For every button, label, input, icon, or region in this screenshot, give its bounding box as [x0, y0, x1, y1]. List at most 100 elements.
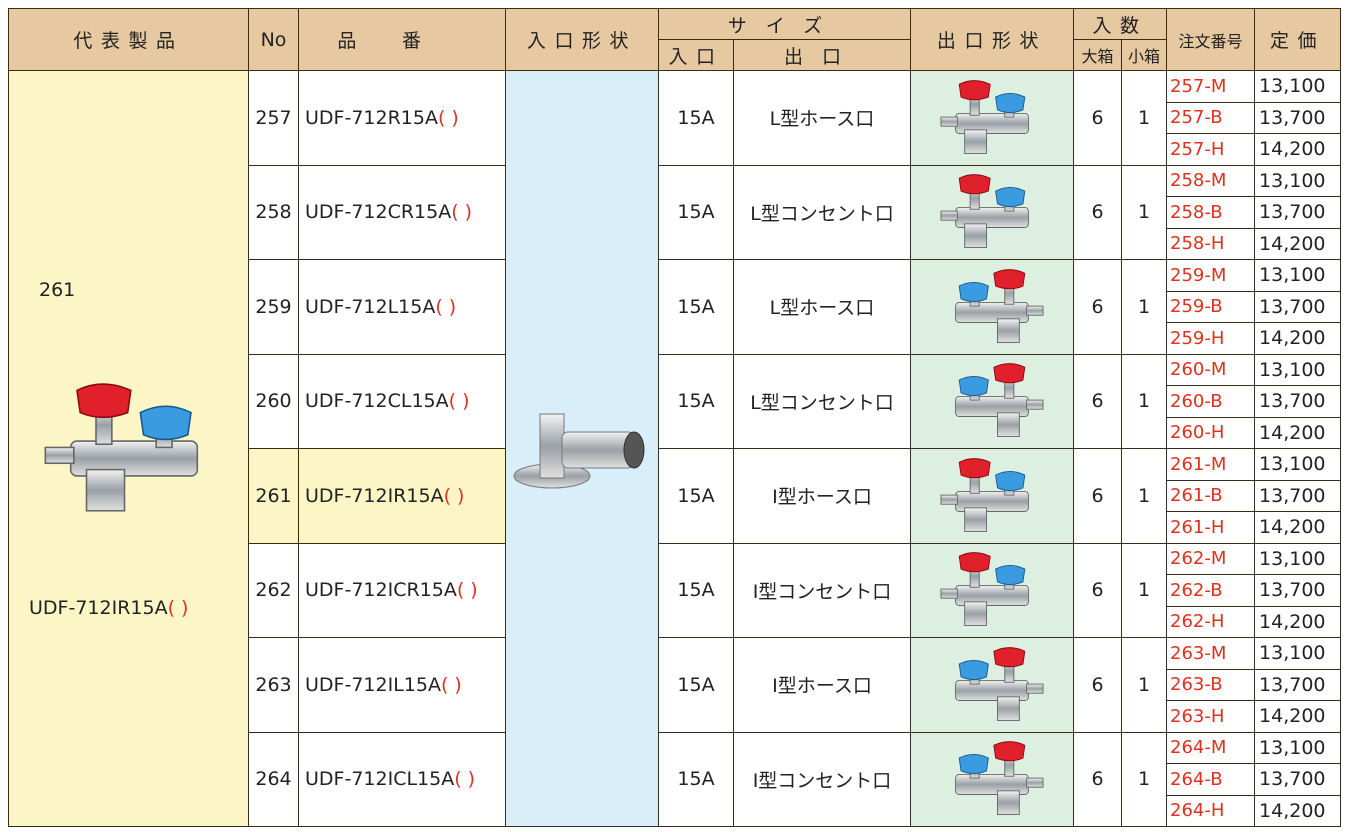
order-number: 259-M — [1166, 259, 1256, 292]
model-text: UDF-712IR15A — [305, 484, 444, 507]
order-number: 262-H — [1166, 605, 1256, 638]
small-box: 1 — [1120, 164, 1168, 260]
product-no: 264 — [248, 731, 299, 827]
product-image — [937, 644, 1047, 726]
inlet-size: 15A — [658, 259, 734, 355]
inlet-shape — [505, 70, 659, 827]
table-row: 259-H 14,200 — [9, 322, 1342, 355]
table-row: 264 UDF-712ICL15A( ) 15A I型コンセント口 6 1 264-M 13,… — [9, 731, 1342, 827]
image-shape — [941, 175, 1028, 248]
table-row: 260-B 13,700 — [9, 385, 1342, 418]
small-box: 1 — [1120, 353, 1168, 449]
large-box: 6 — [1073, 542, 1122, 638]
outlet-shape — [910, 542, 1074, 638]
price: 13,700 — [1254, 479, 1342, 512]
large-box: 6 — [1073, 448, 1122, 544]
header-cell: 入口形状 — [505, 8, 659, 71]
large-box: 6 — [1073, 637, 1122, 733]
header-cell: 定価 — [1254, 8, 1342, 71]
outlet-shape — [910, 731, 1074, 827]
small-box: 1 — [1120, 448, 1168, 544]
price: 14,200 — [1254, 511, 1342, 544]
header-cell: サイズ — [658, 8, 911, 40]
table-row: 257-B 13,700 — [9, 101, 1342, 134]
small-box: 1 — [1120, 637, 1168, 733]
table-row: 262-H 14,200 — [9, 605, 1342, 638]
outlet-size: L型コンセント口 — [733, 353, 911, 449]
order-number: 261-B — [1166, 479, 1256, 512]
price: 14,200 — [1254, 322, 1342, 355]
price: 13,100 — [1254, 70, 1342, 103]
small-box: 1 — [1120, 542, 1168, 638]
order-number: 264-H — [1166, 794, 1256, 827]
order-number: 257-B — [1166, 101, 1256, 134]
order-number: 261-M — [1166, 448, 1256, 481]
header-cell: 出口 — [733, 39, 911, 71]
outlet-shape — [910, 353, 1074, 449]
model-text: UDF-712CR15A — [305, 201, 452, 224]
header-cell: 小箱 — [1120, 39, 1168, 71]
outlet-size: I型コンセント口 — [733, 731, 911, 827]
table-row: 259 UDF-712L15A( ) 15A L型ホース口 6 1 259-M 13,100 — [9, 259, 1342, 355]
table-row: 260 UDF-712CL15A( ) 15A L型コンセント口 6 1 260-M 13,1… — [9, 353, 1342, 449]
price: 13,700 — [1254, 290, 1342, 323]
table-body: 261 UDF-712IR15A( ) 257 UDF-712R15A( ) 15A L型… — [8, 70, 1342, 827]
order-number: 258-B — [1166, 196, 1256, 229]
order-number: 263-M — [1166, 637, 1256, 670]
part-number: UDF-712ICR15A( ) — [298, 542, 506, 638]
price: 13,100 — [1254, 259, 1342, 292]
representative-box: 261 UDF-712IR15A( ) — [10, 278, 248, 619]
product-table: 代表製品 No 品番 入口形状 サイズ 出口形状 入数 注文番号 定価 入口 出… — [8, 8, 1342, 827]
table-row: 264-H 14,200 — [9, 794, 1342, 827]
product-no: 259 — [248, 259, 299, 355]
order-number: 264-M — [1166, 731, 1256, 764]
price: 14,200 — [1254, 700, 1342, 733]
product-image — [937, 77, 1047, 159]
outlet-size: L型ホース口 — [733, 259, 911, 355]
outlet-shape — [910, 70, 1074, 166]
outlet-size: I型ホース口 — [733, 637, 911, 733]
table-row: 264-B 13,700 — [9, 763, 1342, 796]
small-box: 1 — [1120, 731, 1168, 827]
header-cell: 代表製品 — [8, 8, 249, 71]
table-row: 261 UDF-712IR15A( ) 257 UDF-712R15A( ) 15A L型… — [8, 70, 1342, 827]
order-number: 260-M — [1166, 353, 1256, 386]
representative-no: 261 — [39, 278, 76, 301]
representative-model: UDF-712IR15A( ) — [29, 597, 188, 619]
large-box: 6 — [1073, 731, 1122, 827]
order-number: 261-H — [1166, 511, 1256, 544]
price: 13,100 — [1254, 731, 1342, 764]
price: 14,200 — [1254, 416, 1342, 449]
table-row: 258 UDF-712CR15A( ) 15A L型コンセント口 6 1 258-M 13,1… — [9, 164, 1342, 260]
inlet-size: 15A — [658, 70, 734, 166]
product-no: 258 — [248, 164, 299, 260]
image-shape — [956, 647, 1043, 720]
image-shape — [941, 458, 1028, 531]
price: 13,100 — [1254, 448, 1342, 481]
model-text: UDF-712IL15A — [305, 673, 441, 696]
table-row: 260-H 14,200 — [9, 416, 1342, 449]
part-number: UDF-712ICL15A( ) — [298, 731, 506, 827]
order-number: 259-B — [1166, 290, 1256, 323]
price: 14,200 — [1254, 227, 1342, 260]
header-cell: 出口形状 — [910, 8, 1074, 71]
order-number: 262-M — [1166, 542, 1256, 575]
image-shape — [956, 269, 1043, 342]
outlet-size: I型コンセント口 — [733, 542, 911, 638]
inlet-size: 15A — [658, 637, 734, 733]
outlet-shape — [910, 637, 1074, 733]
part-number: UDF-712CL15A( ) — [298, 353, 506, 449]
model-suffix: ( ) — [451, 201, 473, 224]
large-box: 6 — [1073, 70, 1122, 166]
model-suffix: ( ) — [454, 768, 476, 791]
inlet-size: 15A — [658, 353, 734, 449]
table-row: 262 UDF-712ICR15A( ) 15A I型コンセント口 6 1 262-M 13,… — [9, 542, 1342, 638]
table-row: 263-H 14,200 — [9, 700, 1342, 733]
model-suffix: ( ) — [456, 579, 478, 602]
table-row: 258-B 13,700 — [9, 196, 1342, 229]
header-cell: 大箱 — [1073, 39, 1122, 71]
inlet-size: 15A — [658, 542, 734, 638]
model-text: UDF-712R15A — [305, 106, 438, 129]
product-image — [937, 266, 1047, 348]
table-row: 261-B 13,700 — [9, 479, 1342, 512]
